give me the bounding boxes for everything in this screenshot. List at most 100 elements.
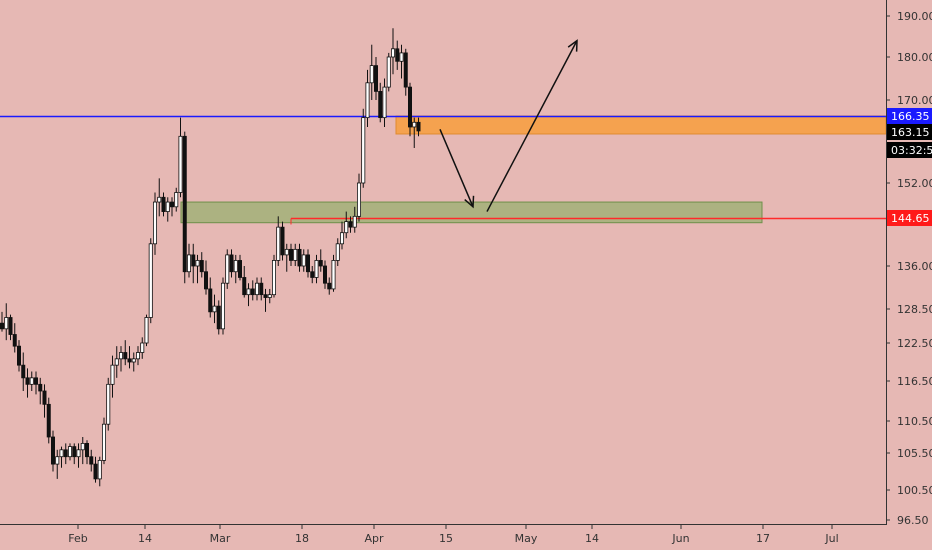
time-axis[interactable]: Feb 14 Mar 18 Apr 15 May 14 Jun 17 Jul <box>68 525 839 545</box>
candle <box>174 187 179 212</box>
candle <box>318 249 323 272</box>
candle <box>4 303 9 341</box>
candle-body <box>174 192 179 208</box>
price-tag-bg <box>887 108 932 124</box>
candle-body <box>42 390 47 405</box>
candle-body <box>216 305 221 330</box>
candle <box>403 48 408 96</box>
candle-body <box>284 248 289 256</box>
candle <box>123 340 128 366</box>
candle <box>127 346 132 369</box>
price-tag-bg <box>887 210 932 226</box>
price-tick-label: 170.00 <box>897 94 932 107</box>
candle <box>356 173 361 222</box>
candle <box>339 221 344 250</box>
price-tick-label: 136.00 <box>897 260 932 273</box>
candle-body <box>63 449 68 458</box>
candle <box>161 192 166 217</box>
price-tags-layer: 166.35 163.15 03:32:57 144.65 <box>887 108 932 226</box>
candles-layer <box>0 28 421 487</box>
candle-body <box>344 221 349 234</box>
candle-body <box>191 254 196 267</box>
candle <box>259 277 264 301</box>
candle-body <box>365 82 370 119</box>
candle <box>29 371 34 391</box>
candle <box>305 249 310 278</box>
candle-body <box>131 358 136 363</box>
arrow-shaft <box>486 40 578 212</box>
arrow-head <box>567 39 578 52</box>
candle <box>361 108 366 188</box>
price-tick-label: 110.50 <box>897 415 932 428</box>
candle <box>68 443 73 461</box>
candle-body <box>144 317 149 344</box>
candle <box>365 69 370 127</box>
candle-body <box>46 403 51 438</box>
candle-body <box>250 288 255 296</box>
candle-body <box>169 201 174 208</box>
candle-body <box>119 352 124 360</box>
candle-body <box>34 377 39 385</box>
candle-body <box>89 456 94 465</box>
candle-body <box>267 294 272 298</box>
candle <box>106 377 111 431</box>
candle-body <box>182 135 187 273</box>
candle-body <box>246 288 251 296</box>
candle <box>395 40 400 70</box>
candle-body <box>12 334 17 347</box>
candle <box>237 254 242 281</box>
candle-body <box>407 86 412 128</box>
candle <box>131 352 136 372</box>
candle <box>148 238 153 324</box>
candle <box>310 266 315 284</box>
candle <box>276 216 281 266</box>
candle <box>63 443 68 465</box>
candle-body <box>165 201 170 212</box>
candle-body <box>51 436 56 465</box>
candle-body <box>80 442 85 451</box>
arrows-layer <box>439 39 578 212</box>
candle-body <box>212 305 217 313</box>
candle <box>335 238 340 266</box>
time-tick-label: Feb <box>68 532 87 545</box>
price-tag-last-price: 163.15 <box>887 124 932 140</box>
time-tick-label: Jul <box>824 532 838 545</box>
price-axis[interactable]: 190.00 180.00 170.00 152.00 136.00 128.50 122.… <box>886 10 932 527</box>
candle <box>169 197 174 217</box>
candle-body <box>152 201 157 245</box>
candle-body <box>412 121 417 128</box>
candle <box>208 277 213 318</box>
candle-body <box>29 377 34 385</box>
candle-body <box>373 65 378 92</box>
arrow-shaft <box>439 129 474 208</box>
candle-body <box>225 254 230 284</box>
candle-body <box>85 442 90 458</box>
candle <box>110 355 115 398</box>
candle-body <box>203 271 208 290</box>
price-tick-label: 100.50 <box>897 484 932 497</box>
candle <box>203 260 208 295</box>
candle <box>212 294 217 324</box>
candle <box>80 437 85 465</box>
candle-body <box>339 232 344 245</box>
candle-body <box>318 260 323 267</box>
candle <box>390 28 395 75</box>
candle-body <box>382 86 387 119</box>
candle-body <box>157 196 162 203</box>
candle-body <box>186 254 191 273</box>
candle-body <box>55 456 60 465</box>
candle <box>199 252 204 278</box>
price-tag-countdown: 03:32:57 <box>887 142 932 158</box>
price-tick-label: 190.00 <box>897 10 932 23</box>
candle <box>250 280 255 301</box>
candle-body <box>237 260 242 278</box>
candle-body <box>178 135 183 193</box>
candle <box>93 456 98 483</box>
time-tick-label: Mar <box>210 532 231 545</box>
candle <box>416 117 421 137</box>
candle <box>220 277 225 335</box>
candle-body <box>68 446 73 458</box>
